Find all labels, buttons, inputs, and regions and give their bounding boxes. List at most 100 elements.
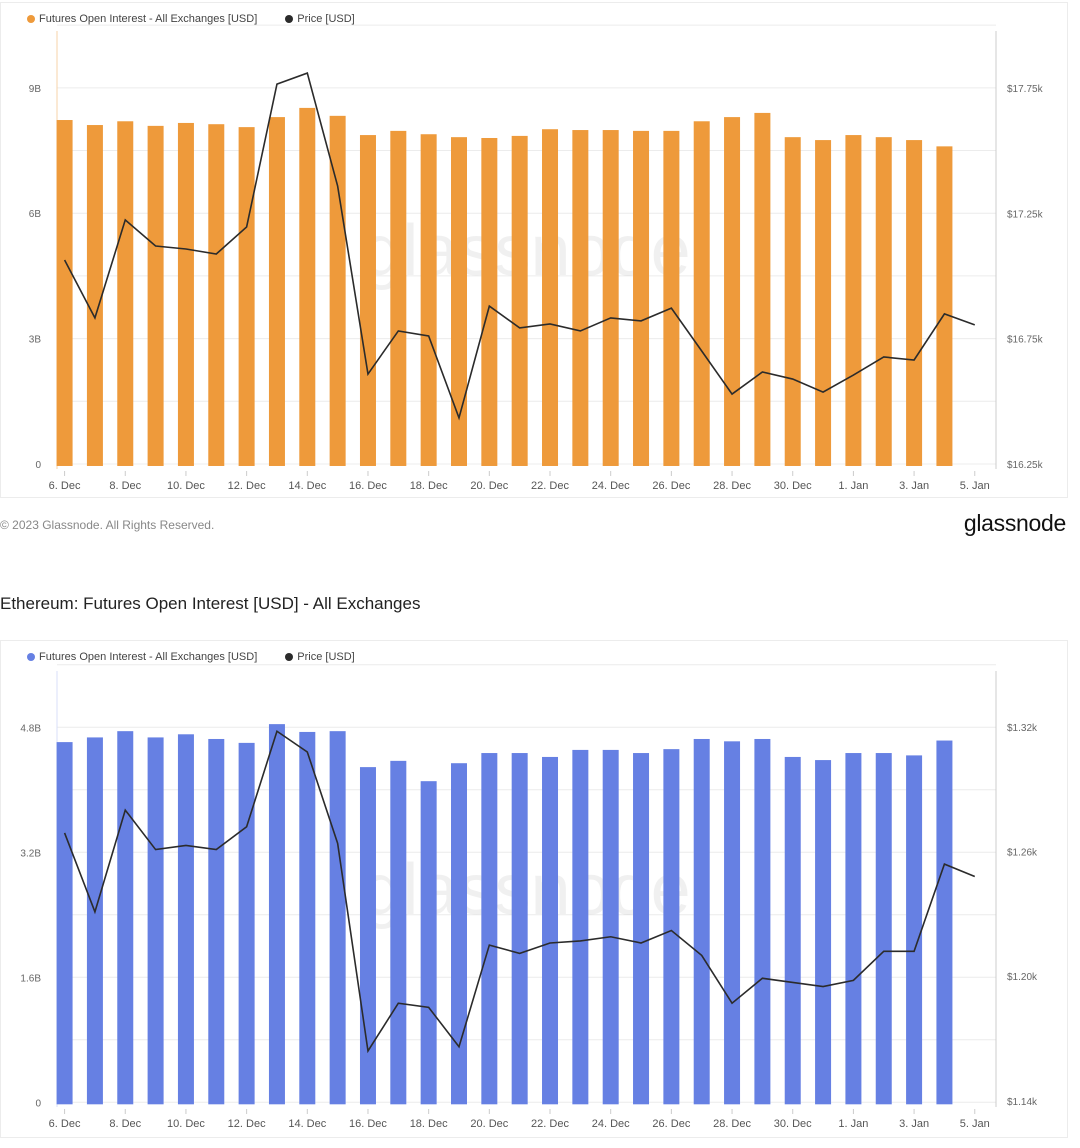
bar	[936, 740, 953, 1105]
bar	[693, 738, 710, 1105]
bar	[420, 134, 437, 466]
x-tick-label: 14. Dec	[288, 1118, 326, 1130]
x-tick-label: 26. Dec	[652, 1118, 690, 1130]
right-tick-label: $16.25k	[1007, 460, 1044, 471]
bar	[481, 137, 498, 466]
bar	[420, 781, 437, 1105]
bar	[724, 117, 741, 466]
x-tick-label: 10. Dec	[167, 480, 205, 492]
bar	[875, 137, 892, 466]
legend-item-open-interest[interactable]: Futures Open Interest - All Exchanges [U…	[27, 13, 257, 25]
bar	[299, 107, 316, 466]
bar	[845, 753, 862, 1105]
bar	[268, 117, 285, 466]
right-tick-label: $17.25k	[1007, 209, 1044, 220]
x-tick-label: 6. Dec	[49, 480, 81, 492]
bar	[329, 731, 346, 1105]
x-tick-label: 22. Dec	[531, 1118, 569, 1130]
legend-label: Price [USD]	[297, 13, 355, 25]
bar	[208, 124, 225, 466]
legend-dot-icon	[285, 15, 294, 23]
bar	[906, 140, 923, 466]
bar	[147, 125, 164, 466]
bar	[299, 731, 316, 1105]
left-tick-label: 1.6B	[20, 973, 41, 984]
x-tick-label: 5. Jan	[960, 480, 990, 492]
x-tick-label: 28. Dec	[713, 1118, 751, 1130]
bar	[542, 129, 559, 466]
x-tick-label: 10. Dec	[167, 1118, 205, 1130]
x-tick-label: 3. Jan	[899, 480, 929, 492]
legend-label: Price [USD]	[297, 651, 355, 663]
bar	[542, 756, 559, 1105]
x-tick-label: 18. Dec	[410, 480, 448, 492]
bar	[450, 137, 467, 466]
price-line	[63, 729, 976, 1054]
bar	[390, 130, 407, 466]
right-tick-label: $17.75k	[1007, 84, 1044, 95]
x-tick-label: 12. Dec	[228, 480, 266, 492]
right-tick-label: $1.14k	[1007, 1097, 1038, 1108]
bar	[724, 741, 741, 1105]
right-tick-label: $1.26k	[1007, 848, 1038, 859]
x-tick-label: 30. Dec	[774, 480, 812, 492]
x-tick-label: 12. Dec	[228, 1118, 266, 1130]
x-tick-label: 22. Dec	[531, 480, 569, 492]
bar	[117, 731, 134, 1105]
x-tick-label: 8. Dec	[109, 1118, 141, 1130]
x-tick-label: 18. Dec	[410, 1118, 448, 1130]
chart-legend: Futures Open Interest - All Exchanges [U…	[27, 13, 355, 25]
bar	[845, 135, 862, 466]
chart-legend: Futures Open Interest - All Exchanges [U…	[27, 651, 355, 663]
glassnode-logo: glassnode	[963, 510, 1066, 536]
legend-label: Futures Open Interest - All Exchanges [U…	[39, 651, 258, 663]
bar	[390, 760, 407, 1105]
x-tick-label: 3. Jan	[899, 1118, 929, 1130]
eth-chart-panel: Futures Open Interest - All Exchanges [U…	[0, 640, 1068, 1138]
bar	[117, 121, 134, 466]
bar	[815, 760, 832, 1105]
bar	[754, 112, 771, 466]
bar	[177, 734, 194, 1105]
legend-dot-icon	[27, 15, 35, 23]
eth-chart-title: Ethereum: Futures Open Interest [USD] - …	[0, 594, 421, 613]
bar	[511, 135, 528, 466]
x-tick-label: 28. Dec	[713, 480, 751, 492]
x-tick-label: 6. Dec	[49, 1118, 81, 1130]
bar	[906, 755, 923, 1105]
bar	[663, 130, 680, 466]
x-tick-label: 1. Jan	[838, 480, 868, 492]
bar	[147, 737, 164, 1105]
bar	[238, 742, 255, 1105]
bar	[481, 753, 498, 1105]
bar	[511, 753, 528, 1105]
right-tick-label: $1.32k	[1007, 723, 1038, 734]
bar	[875, 753, 892, 1105]
right-tick-label: $16.75k	[1007, 335, 1044, 346]
legend-item-open-interest[interactable]: Futures Open Interest - All Exchanges [U…	[27, 651, 257, 663]
legend-dot-icon	[285, 653, 294, 661]
btc-chart-plot: glassnode03B6B9B$16.25k$16.75k$17.25k$17…	[29, 24, 1044, 492]
copyright-text: © 2023 Glassnode. All Rights Reserved.	[0, 518, 215, 532]
legend-label: Futures Open Interest - All Exchanges [U…	[39, 13, 258, 25]
bar	[602, 749, 619, 1105]
bar	[754, 738, 771, 1105]
btc-chart-panel: Futures Open Interest - All Exchanges [U…	[0, 2, 1068, 498]
x-tick-label: 24. Dec	[592, 480, 630, 492]
bar	[450, 763, 467, 1105]
bar	[86, 737, 103, 1105]
bar	[633, 753, 650, 1105]
left-tick-label: 6B	[29, 209, 42, 220]
legend-item-price[interactable]: Price [USD]	[285, 651, 355, 663]
bar	[56, 742, 73, 1105]
x-tick-label: 14. Dec	[288, 480, 326, 492]
bar	[784, 756, 801, 1105]
left-tick-label: 0	[35, 1098, 41, 1109]
bar	[359, 135, 376, 466]
legend-item-price[interactable]: Price [USD]	[285, 13, 355, 25]
left-tick-label: 3.2B	[20, 848, 41, 859]
x-tick-label: 16. Dec	[349, 480, 387, 492]
x-tick-label: 30. Dec	[774, 1118, 812, 1130]
left-tick-label: 4.8B	[20, 723, 41, 734]
bar	[208, 738, 225, 1105]
